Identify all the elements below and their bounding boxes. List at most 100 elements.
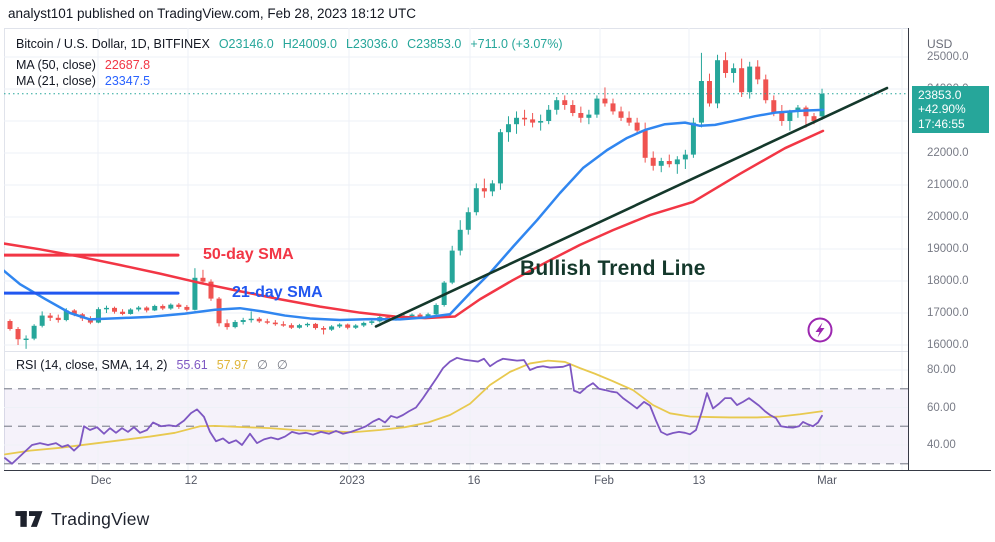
flash-icon[interactable] [807, 317, 833, 343]
time-tick-label: 12 [184, 475, 198, 487]
candle-body [15, 329, 21, 340]
candle-body [554, 100, 560, 110]
candle-body [264, 321, 270, 323]
rsi-ma-value: 57.97 [216, 357, 249, 372]
candle-body [321, 328, 327, 330]
sma21-annotation-label[interactable]: 21-day SMA [232, 284, 323, 301]
candle-body [337, 324, 343, 327]
time-tick-label: Feb [594, 475, 614, 487]
ma50-value: 22687.8 [104, 58, 151, 72]
last-price-badge: 23853.0 +42.90% 17:46:55 [912, 85, 989, 134]
price-tick-label: 22000.0 [927, 147, 969, 159]
candle-body [763, 79, 769, 101]
time-tick-label: 2023 [339, 475, 365, 487]
symbol-title: Bitcoin / U.S. Dollar, 1D, BITFINEX [16, 37, 210, 51]
price-pane-canvas [4, 28, 908, 351]
candle-body [63, 310, 69, 321]
candle-body [489, 183, 495, 192]
candle-body [586, 114, 592, 118]
empty-set-icon: ∅ [257, 358, 268, 372]
ma21-label: MA (21, close) [16, 74, 96, 88]
brand-name: TradingView [51, 508, 150, 529]
candle-body [634, 122, 640, 131]
candle-body [47, 315, 53, 318]
price-axis[interactable]: USD 23853.0 +42.90% 17:46:55 25000.02400… [908, 28, 991, 471]
price-tick-label: 17000.0 [927, 307, 969, 319]
candle-body [136, 307, 142, 310]
candle-body [71, 310, 77, 315]
candle-body [538, 121, 544, 123]
candle-body [755, 66, 761, 80]
empty-set-icon: ∅ [276, 358, 288, 372]
candle-body [803, 107, 809, 117]
candle-body [642, 130, 648, 158]
time-tick-label: Dec [90, 475, 112, 487]
candle-body [280, 324, 286, 326]
bullish-trendline [374, 86, 889, 328]
price-axis-currency-label: USD [927, 37, 953, 51]
candle-body [329, 326, 335, 330]
candle-body [192, 277, 198, 310]
candle-body [666, 161, 672, 165]
ma50-label: MA (50, close) [16, 58, 96, 72]
candle-body [216, 298, 222, 324]
time-tick-label: 13 [692, 475, 706, 487]
rsi-tick-label: 40.00 [927, 439, 956, 451]
price-tick-label: 18000.0 [927, 275, 969, 287]
candle-body [112, 307, 118, 312]
candle-body [39, 315, 45, 326]
candle-body [731, 68, 737, 73]
ma50-line [4, 129, 825, 320]
candle-body [497, 132, 503, 184]
ohlc-close: C23853.0 [407, 37, 462, 51]
time-tick-label: 16 [467, 475, 481, 487]
rsi-pane[interactable] [4, 351, 908, 471]
candle-body [296, 325, 302, 328]
candle-body [256, 318, 262, 322]
footer-brand[interactable]: TradingView [14, 507, 150, 531]
candle-body [144, 307, 150, 311]
candle-body [465, 212, 471, 230]
candle-body [7, 321, 13, 329]
rsi-value: 55.61 [176, 357, 208, 372]
ohlc-low: L23036.0 [345, 37, 399, 51]
candle-body [457, 229, 463, 251]
sma50-annotation-label[interactable]: 50-day SMA [203, 246, 294, 263]
time-axis[interactable]: Dec 12 2023 16 Feb 13 Mar [4, 470, 991, 491]
candle-body [31, 325, 37, 339]
candle-body [120, 311, 126, 314]
candle-body [184, 306, 190, 310]
price-pane[interactable] [4, 28, 908, 351]
candle-body [795, 107, 801, 112]
price-tick-label: 19000.0 [927, 243, 969, 255]
candle-body [771, 100, 777, 113]
badge-price: 23853.0 [918, 87, 962, 102]
candle-body [602, 98, 608, 104]
ma21-line [4, 108, 825, 322]
candle-body [23, 338, 29, 340]
candle-body [152, 305, 158, 311]
candle-body [505, 124, 511, 133]
flash-bolt [815, 322, 825, 338]
price-tick-label: 20000.0 [927, 211, 969, 223]
candle-body [313, 323, 319, 329]
rsi-grid-layer [4, 351, 908, 471]
ma21-value: 23347.5 [104, 74, 151, 88]
candle-body [698, 81, 704, 123]
rsi-legend-row: RSI (14, close, SMA, 14, 2) 55.61 57.97 … [16, 357, 288, 373]
trendline-annotation-label[interactable]: Bullish Trend Line [520, 257, 706, 280]
candle-body [594, 98, 600, 115]
candle-body [361, 322, 367, 326]
candle-body [409, 314, 415, 317]
candle-body [658, 161, 664, 166]
rsi-pane-canvas [4, 351, 908, 471]
candle-body [690, 122, 696, 155]
candle-body [272, 322, 278, 325]
candle-body [425, 314, 431, 317]
candle-body [473, 188, 479, 213]
candle-body [288, 325, 294, 328]
candle-body [546, 109, 552, 121]
candle-body [723, 60, 729, 73]
candle-body [345, 324, 351, 328]
